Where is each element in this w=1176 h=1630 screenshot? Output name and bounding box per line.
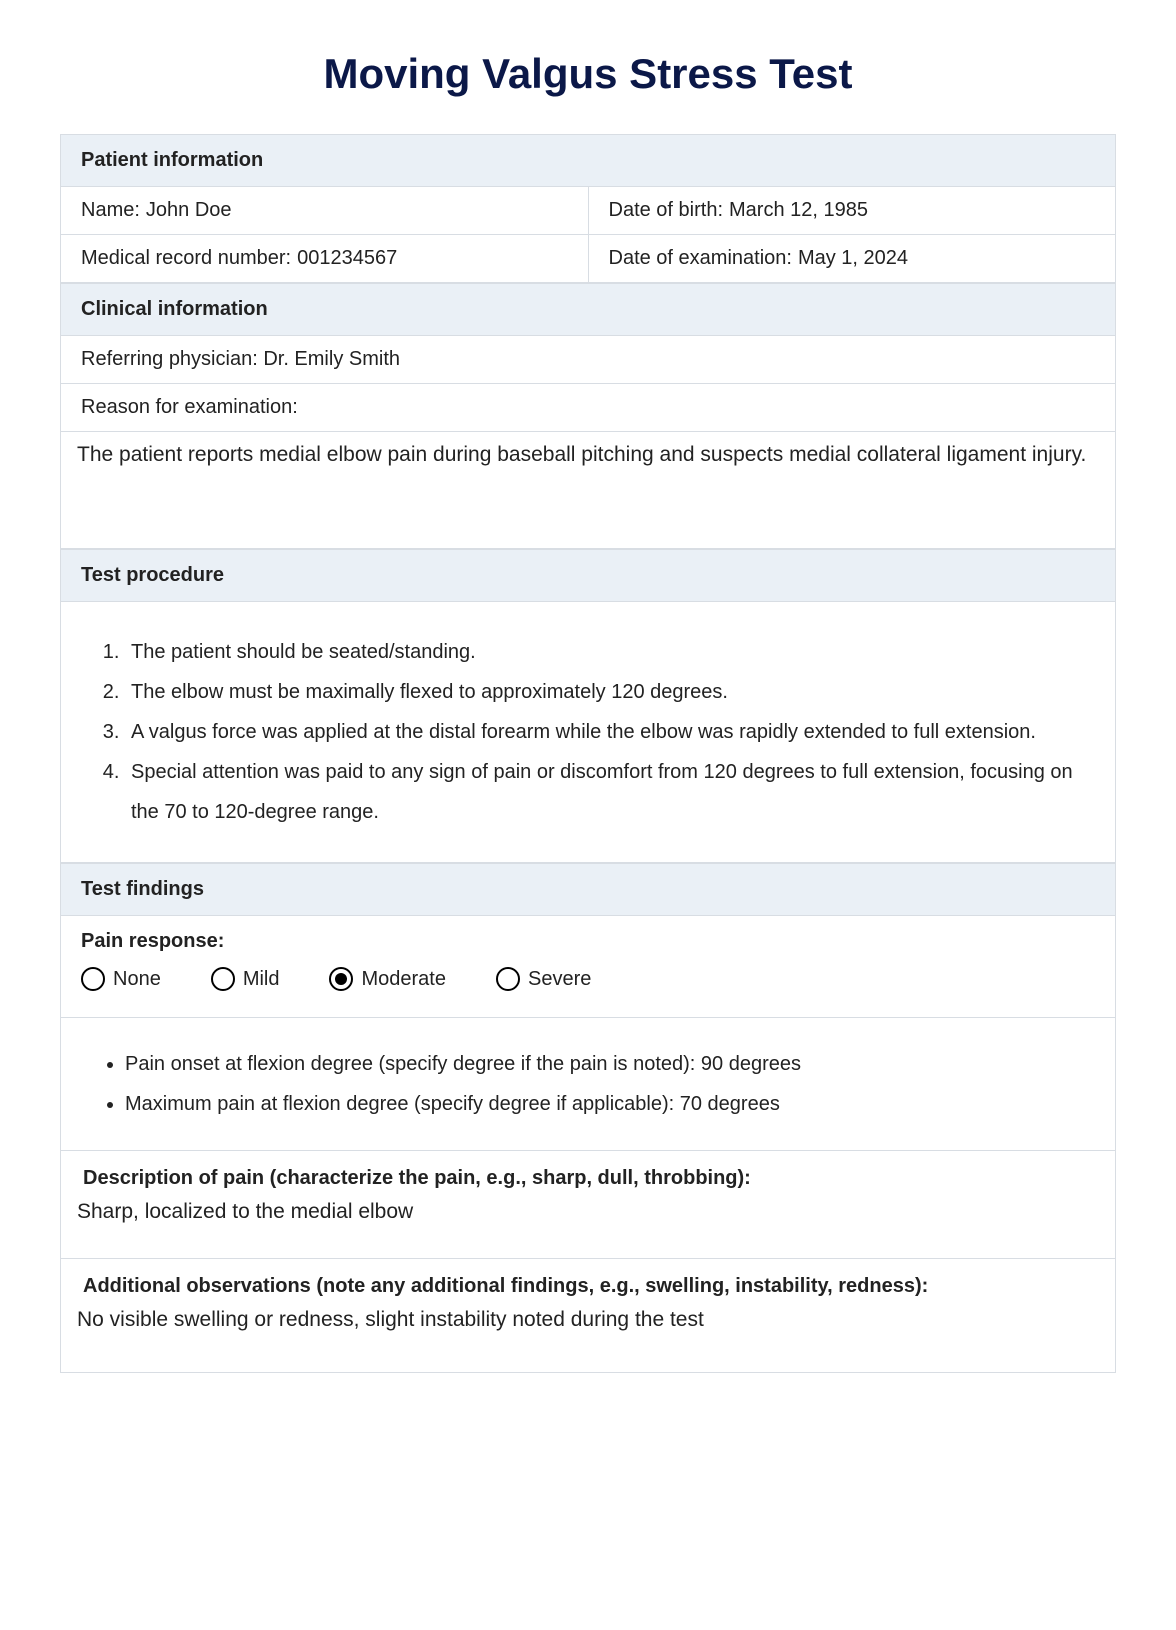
radio-label: Moderate xyxy=(361,968,446,991)
procedure-step: The elbow must be maximally flexed to ap… xyxy=(125,672,1085,712)
radio-option-moderate[interactable]: Moderate xyxy=(329,967,446,991)
row-name-dob: Name: John Doe Date of birth: March 12, … xyxy=(61,187,1115,235)
label-dob: Date of birth: xyxy=(609,199,724,222)
page-title: Moving Valgus Stress Test xyxy=(60,50,1116,98)
cell-mrn: Medical record number: 001234567 xyxy=(61,235,588,283)
label-mrn: Medical record number: xyxy=(81,247,291,270)
radio-group-pain: None Mild Moderate Severe xyxy=(61,957,1115,1018)
value-onset[interactable]: 90 degrees xyxy=(701,1053,801,1075)
bullet-onset: Pain onset at flexion degree (specify de… xyxy=(125,1044,1085,1084)
label-reason: Reason for examination: xyxy=(81,396,298,418)
label-name: Name: xyxy=(81,199,140,222)
label-pain-desc: Description of pain (characterize the pa… xyxy=(61,1151,1115,1200)
value-mrn[interactable]: 001234567 xyxy=(297,247,397,270)
label-refphys: Referring physician: xyxy=(81,348,258,370)
radio-icon xyxy=(211,967,235,991)
bullet-max: Maximum pain at flexion degree (specify … xyxy=(125,1084,1085,1124)
form-container: Patient information Name: John Doe Date … xyxy=(60,134,1116,1373)
radio-label: None xyxy=(113,968,161,991)
value-refphys[interactable]: Dr. Emily Smith xyxy=(263,348,400,370)
cell-refphys: Referring physician: Dr. Emily Smith xyxy=(61,336,1115,384)
textarea-reason[interactable]: The patient reports medial elbow pain du… xyxy=(61,432,1115,549)
value-name[interactable]: John Doe xyxy=(146,199,232,222)
procedure-step: A valgus force was applied at the distal… xyxy=(125,712,1085,752)
label-onset: Pain onset at flexion degree (specify de… xyxy=(125,1053,695,1075)
label-max: Maximum pain at flexion degree (specify … xyxy=(125,1093,674,1115)
textarea-pain-desc[interactable]: Sharp, localized to the medial elbow xyxy=(61,1200,1115,1259)
radio-label: Mild xyxy=(243,968,280,991)
label-examdate: Date of examination: xyxy=(609,247,792,270)
cell-dob: Date of birth: March 12, 1985 xyxy=(588,187,1116,235)
procedure-step: The patient should be seated/standing. xyxy=(125,632,1085,672)
radio-option-severe[interactable]: Severe xyxy=(496,967,591,991)
section-header-clinical: Clinical information xyxy=(61,283,1115,336)
value-examdate[interactable]: May 1, 2024 xyxy=(798,247,908,270)
radio-icon xyxy=(496,967,520,991)
textarea-additional[interactable]: No visible swelling or redness, slight i… xyxy=(61,1308,1115,1372)
label-additional: Additional observations (note any additi… xyxy=(61,1259,1115,1308)
value-dob[interactable]: March 12, 1985 xyxy=(729,199,868,222)
radio-option-none[interactable]: None xyxy=(81,967,161,991)
radio-icon xyxy=(329,967,353,991)
procedure-step: Special attention was paid to any sign o… xyxy=(125,752,1085,832)
value-max[interactable]: 70 degrees xyxy=(680,1093,780,1115)
section-header-procedure: Test procedure xyxy=(61,549,1115,602)
procedure-steps: The patient should be seated/standing. T… xyxy=(91,632,1085,832)
label-pain-response: Pain response: xyxy=(61,916,1115,957)
procedure-body: The patient should be seated/standing. T… xyxy=(61,602,1115,863)
section-header-findings: Test findings xyxy=(61,863,1115,916)
radio-option-mild[interactable]: Mild xyxy=(211,967,280,991)
findings-bullets: Pain onset at flexion degree (specify de… xyxy=(61,1018,1115,1151)
cell-name: Name: John Doe xyxy=(61,187,588,235)
radio-icon xyxy=(81,967,105,991)
radio-label: Severe xyxy=(528,968,591,991)
section-header-patient: Patient information xyxy=(61,135,1115,187)
row-mrn-examdate: Medical record number: 001234567 Date of… xyxy=(61,235,1115,283)
cell-reason-label: Reason for examination: xyxy=(61,384,1115,432)
cell-examdate: Date of examination: May 1, 2024 xyxy=(588,235,1116,283)
